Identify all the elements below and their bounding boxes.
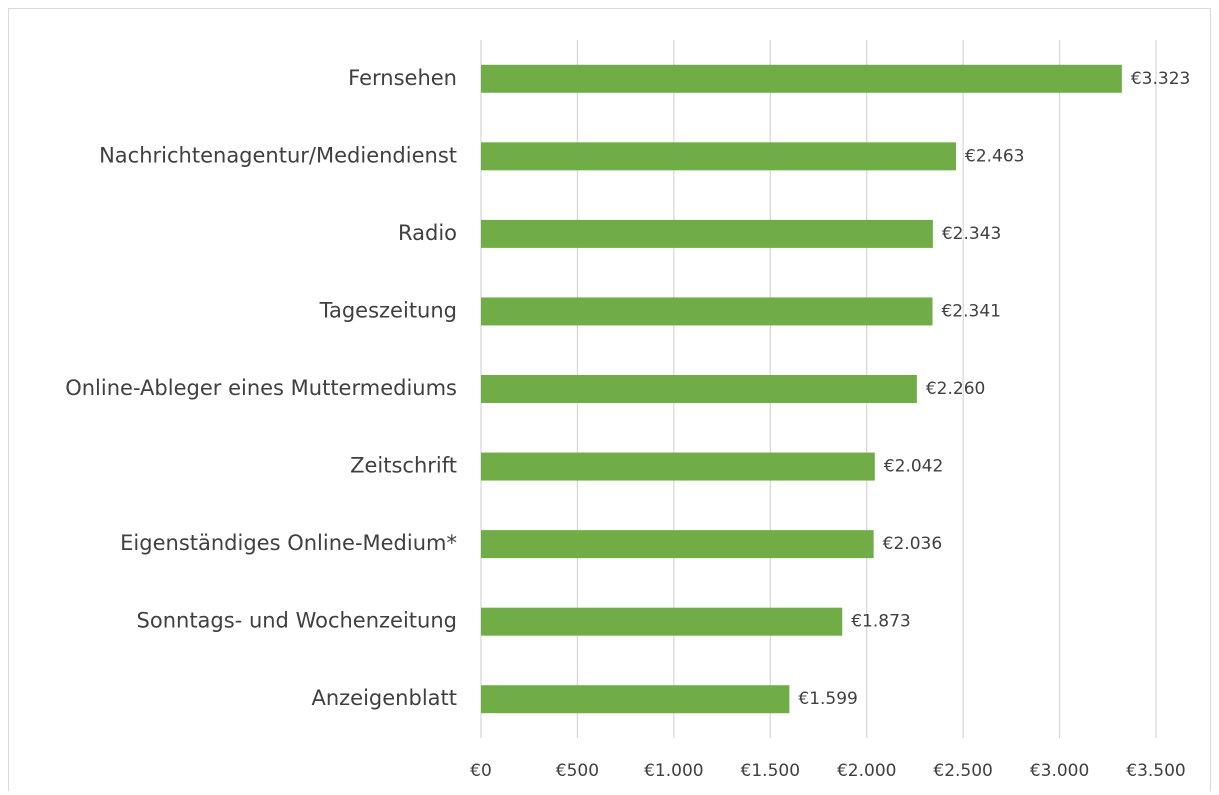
bar: [481, 607, 843, 636]
value-label: €2.343: [942, 224, 1001, 244]
category-label: Tageszeitung: [319, 298, 457, 322]
bar: [481, 685, 790, 714]
category-label: Radio: [398, 221, 457, 245]
value-label: €2.036: [883, 534, 942, 554]
x-tick-label: €2.000: [837, 761, 896, 781]
value-label: €2.042: [884, 457, 943, 477]
value-label: €2.260: [926, 379, 985, 399]
category-label: Eigenständiges Online-Medium*: [120, 531, 457, 555]
bar: [481, 219, 933, 248]
x-tick-label: €3.500: [1126, 761, 1185, 781]
x-tick-label: €3.000: [1030, 761, 1089, 781]
category-label: Fernsehen: [348, 66, 457, 90]
x-tick-label: €1.500: [741, 761, 800, 781]
category-label: Anzeigenblatt: [311, 686, 457, 710]
category-label: Online-Ableger eines Muttermediums: [65, 376, 457, 400]
category-label: Nachrichtenagentur/Mediendienst: [99, 143, 457, 167]
category-label: Zeitschrift: [350, 454, 457, 478]
value-label: €1.873: [851, 612, 910, 632]
value-label: €3.323: [1131, 69, 1190, 89]
bar: [481, 530, 874, 559]
value-label: €1.599: [798, 689, 857, 709]
value-label: €2.341: [941, 301, 1000, 321]
value-label: €2.463: [965, 146, 1024, 166]
bar: [481, 142, 957, 171]
x-tick-label: €2.500: [933, 761, 992, 781]
x-tick-label: €1.000: [644, 761, 703, 781]
bar: [481, 375, 917, 403]
category-label: Sonntags- und Wochenzeitung: [137, 609, 457, 633]
x-tick-label: €500: [556, 761, 599, 781]
x-tick-label: €0: [470, 761, 492, 781]
bar: [481, 452, 875, 481]
bar: [481, 64, 1122, 93]
bar: [481, 297, 933, 326]
